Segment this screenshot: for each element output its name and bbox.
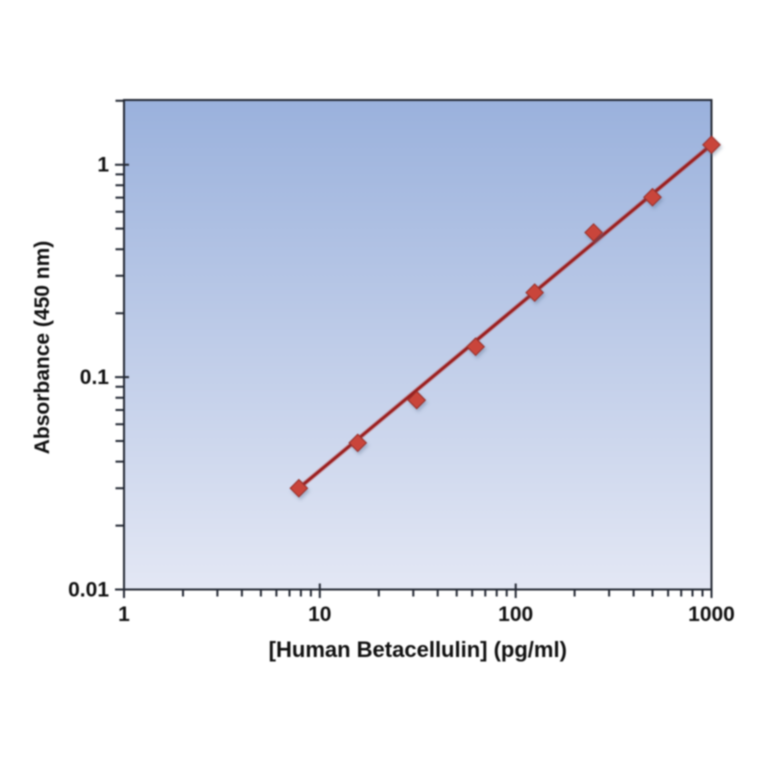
svg-text:1: 1 [97,154,109,177]
svg-text:Absorbance (450 nm): Absorbance (450 nm) [31,241,54,455]
svg-text:0.1: 0.1 [80,366,110,389]
svg-text:0.01: 0.01 [68,579,109,602]
svg-text:10: 10 [308,603,331,626]
svg-text:1000: 1000 [688,603,735,626]
svg-text:[Human Betacellulin] (pg/ml): [Human Betacellulin] (pg/ml) [269,637,567,662]
svg-text:1: 1 [118,603,130,626]
svg-text:100: 100 [498,603,533,626]
